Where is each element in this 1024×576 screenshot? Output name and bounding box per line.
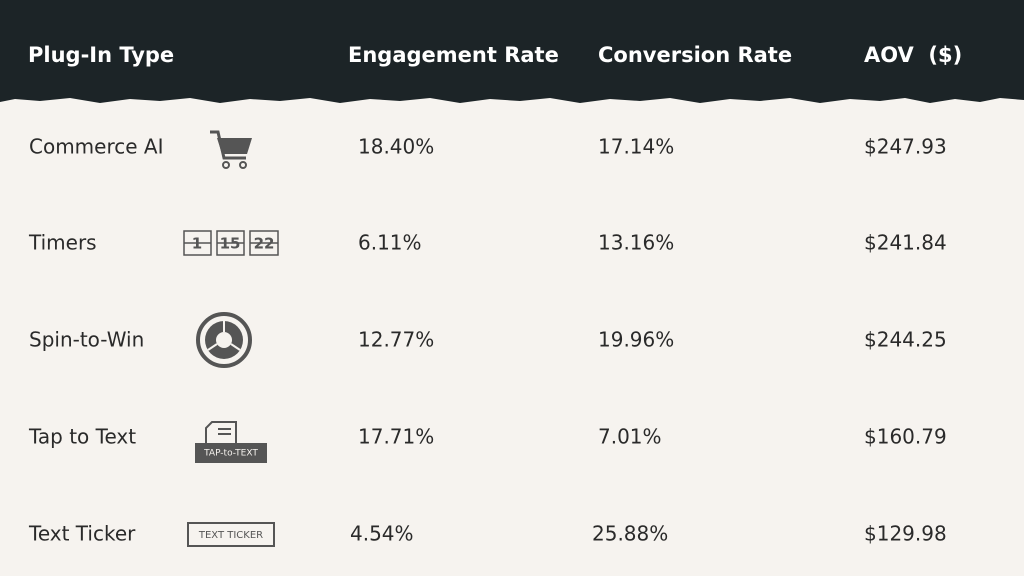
cell: $247.93 xyxy=(864,135,947,159)
cell: 13.16% xyxy=(598,231,674,255)
icon-text: TEXT TICKER xyxy=(198,530,263,541)
row-name: Text Ticker xyxy=(28,522,136,546)
header-cell: Engagement Rate xyxy=(348,43,559,67)
row-name: Spin-to-Win xyxy=(29,328,144,352)
row-name: Tap to Text xyxy=(28,425,136,449)
wheel-icon xyxy=(196,312,252,368)
row-name: Timers xyxy=(28,231,97,255)
cell: $129.98 xyxy=(864,522,947,546)
cell: $160.79 xyxy=(864,425,947,449)
icon-text: TAP-to-TEXT xyxy=(203,449,258,459)
tap-to-text-icon xyxy=(195,421,267,463)
cell: 17.71% xyxy=(358,425,434,449)
cell: 17.14% xyxy=(598,135,674,159)
cell: $244.25 xyxy=(864,328,947,352)
icon-text: 22 xyxy=(254,235,275,253)
row-name: Commerce AI xyxy=(29,135,164,159)
header-cell: AOV ($) xyxy=(864,43,962,67)
header-cell: Plug-In Type xyxy=(28,43,174,67)
cell: 6.11% xyxy=(358,231,422,255)
icon-text: 1 xyxy=(192,235,202,253)
cell: 4.54% xyxy=(350,522,414,546)
ticker-icon xyxy=(187,522,275,547)
cell: 18.40% xyxy=(358,135,434,159)
cell: 12.77% xyxy=(358,328,434,352)
header-cell: Conversion Rate xyxy=(598,43,792,67)
cell: $241.84 xyxy=(864,231,947,255)
cell: 19.96% xyxy=(598,328,674,352)
icon-text: 15 xyxy=(220,235,241,253)
cart-icon xyxy=(210,130,252,169)
header-band xyxy=(0,0,1024,103)
cell: 7.01% xyxy=(598,425,662,449)
cell: 25.88% xyxy=(592,522,668,546)
timer-icon xyxy=(183,230,279,256)
